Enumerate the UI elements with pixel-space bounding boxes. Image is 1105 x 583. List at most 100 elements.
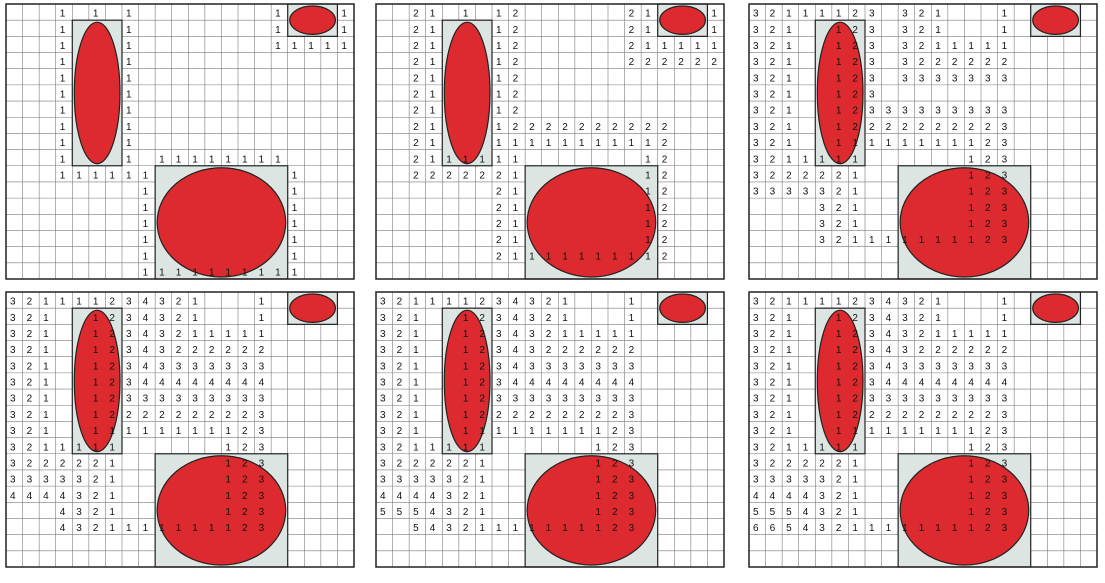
- distance-label: 2: [546, 122, 552, 133]
- distance-label: 1: [126, 170, 132, 181]
- distance-label: 2: [529, 410, 535, 421]
- distance-label: 2: [463, 475, 469, 486]
- large-ellipse-obstacle: [154, 165, 289, 280]
- distance-label: 1: [93, 170, 99, 181]
- distance-label: 1: [43, 394, 49, 405]
- vertical-ellipse-obstacle: [441, 307, 493, 455]
- distance-label: 2: [242, 442, 248, 453]
- distance-label: 1: [852, 442, 858, 453]
- distance-label: 1: [786, 394, 792, 405]
- distance-label: 1: [645, 25, 651, 36]
- panel-border: [375, 291, 725, 568]
- distance-label: 4: [143, 378, 149, 389]
- distance-label: 2: [109, 297, 115, 308]
- distance-label: 1: [43, 313, 49, 324]
- distance-label: 2: [985, 491, 991, 502]
- distance-label: 3: [919, 394, 925, 405]
- distance-label: 3: [60, 475, 66, 486]
- distance-label: 1: [786, 329, 792, 340]
- distance-label: 1: [952, 329, 958, 340]
- distance-label: 1: [430, 57, 436, 68]
- distance-label: 2: [770, 154, 776, 165]
- distance-label: 1: [43, 345, 49, 356]
- distance-label: 2: [143, 410, 149, 421]
- distance-label: 1: [819, 297, 825, 308]
- distance-label: 1: [126, 122, 132, 133]
- distance-label: 2: [463, 491, 469, 502]
- distance-label: 4: [27, 491, 33, 502]
- distance-label: 3: [259, 523, 265, 534]
- distance-label: 1: [76, 297, 82, 308]
- distance-label: 5: [770, 507, 776, 518]
- distance-label: 2: [93, 523, 99, 534]
- distance-label: 3: [819, 491, 825, 502]
- distance-label: 2: [952, 410, 958, 421]
- distance-label: 2: [43, 458, 49, 469]
- distance-label: 1: [446, 154, 452, 165]
- distance-label: 1: [786, 442, 792, 453]
- distance-label: 2: [242, 475, 248, 486]
- obstacle-ellipse: [156, 167, 287, 278]
- distance-label: 3: [1002, 235, 1008, 246]
- distance-label: 1: [126, 426, 132, 437]
- distance-label: 1: [225, 426, 231, 437]
- distance-label: 1: [645, 138, 651, 149]
- distance-label: 1: [109, 458, 115, 469]
- distance-label: 2: [770, 329, 776, 340]
- distance-label: 3: [126, 329, 132, 340]
- distance-label: 4: [513, 313, 519, 324]
- distance-label: 4: [513, 329, 519, 340]
- distance-label: 3: [952, 73, 958, 84]
- distance-label: 2: [770, 410, 776, 421]
- distance-label: 1: [968, 426, 974, 437]
- distance-label: 1: [968, 442, 974, 453]
- distance-label: 1: [836, 57, 842, 68]
- distance-label: 1: [852, 170, 858, 181]
- distance-label: 3: [10, 475, 16, 486]
- distance-label: 1: [496, 9, 502, 20]
- distance-label: 3: [10, 458, 16, 469]
- panel-step-6: 3 2 1 1 1 1 2 3 4 3 2 1 13 2 1 1 2 3 4 3 2 1 13 2 1 1 2 3 4 3 2 1 1 1 1 13 2…: [748, 291, 1098, 568]
- distance-label: 1: [225, 475, 231, 486]
- distance-label: 3: [225, 394, 231, 405]
- distance-label: 1: [143, 187, 149, 198]
- distance-label: 2: [479, 394, 485, 405]
- distance-label: 2: [413, 73, 419, 84]
- distance-label: 3: [753, 9, 759, 20]
- distance-label: 1: [952, 235, 958, 246]
- distance-label: 2: [770, 106, 776, 117]
- distance-label: 1: [308, 41, 314, 52]
- distance-label: 2: [629, 25, 635, 36]
- distance-label: 1: [430, 122, 436, 133]
- distance-label: 3: [242, 361, 248, 372]
- distance-label: 3: [380, 442, 386, 453]
- distance-label: 2: [546, 410, 552, 421]
- distance-label: 2: [176, 329, 182, 340]
- distance-label: 2: [259, 345, 265, 356]
- distance-label: 2: [27, 394, 33, 405]
- distance-label: 4: [413, 491, 419, 502]
- distance-label: 1: [126, 90, 132, 101]
- distance-label: 3: [446, 475, 452, 486]
- distance-label: 2: [27, 378, 33, 389]
- distance-label: 4: [770, 491, 776, 502]
- distance-label: 2: [446, 170, 452, 181]
- distance-label: 1: [645, 235, 651, 246]
- distance-label: 4: [513, 378, 519, 389]
- distance-label: 4: [886, 345, 892, 356]
- distance-label: 2: [612, 426, 618, 437]
- distance-label: 2: [662, 187, 668, 198]
- distance-label: 4: [886, 329, 892, 340]
- distance-label: 1: [463, 410, 469, 421]
- distance-label: 2: [836, 507, 842, 518]
- distance-label: 4: [209, 378, 215, 389]
- distance-label: 1: [968, 138, 974, 149]
- distance-label: 2: [869, 410, 875, 421]
- distance-label: 1: [836, 9, 842, 20]
- distance-label: 4: [595, 378, 601, 389]
- distance-label: 2: [985, 187, 991, 198]
- distance-label: 1: [645, 219, 651, 230]
- distance-label: 1: [968, 219, 974, 230]
- distance-label: 1: [562, 297, 568, 308]
